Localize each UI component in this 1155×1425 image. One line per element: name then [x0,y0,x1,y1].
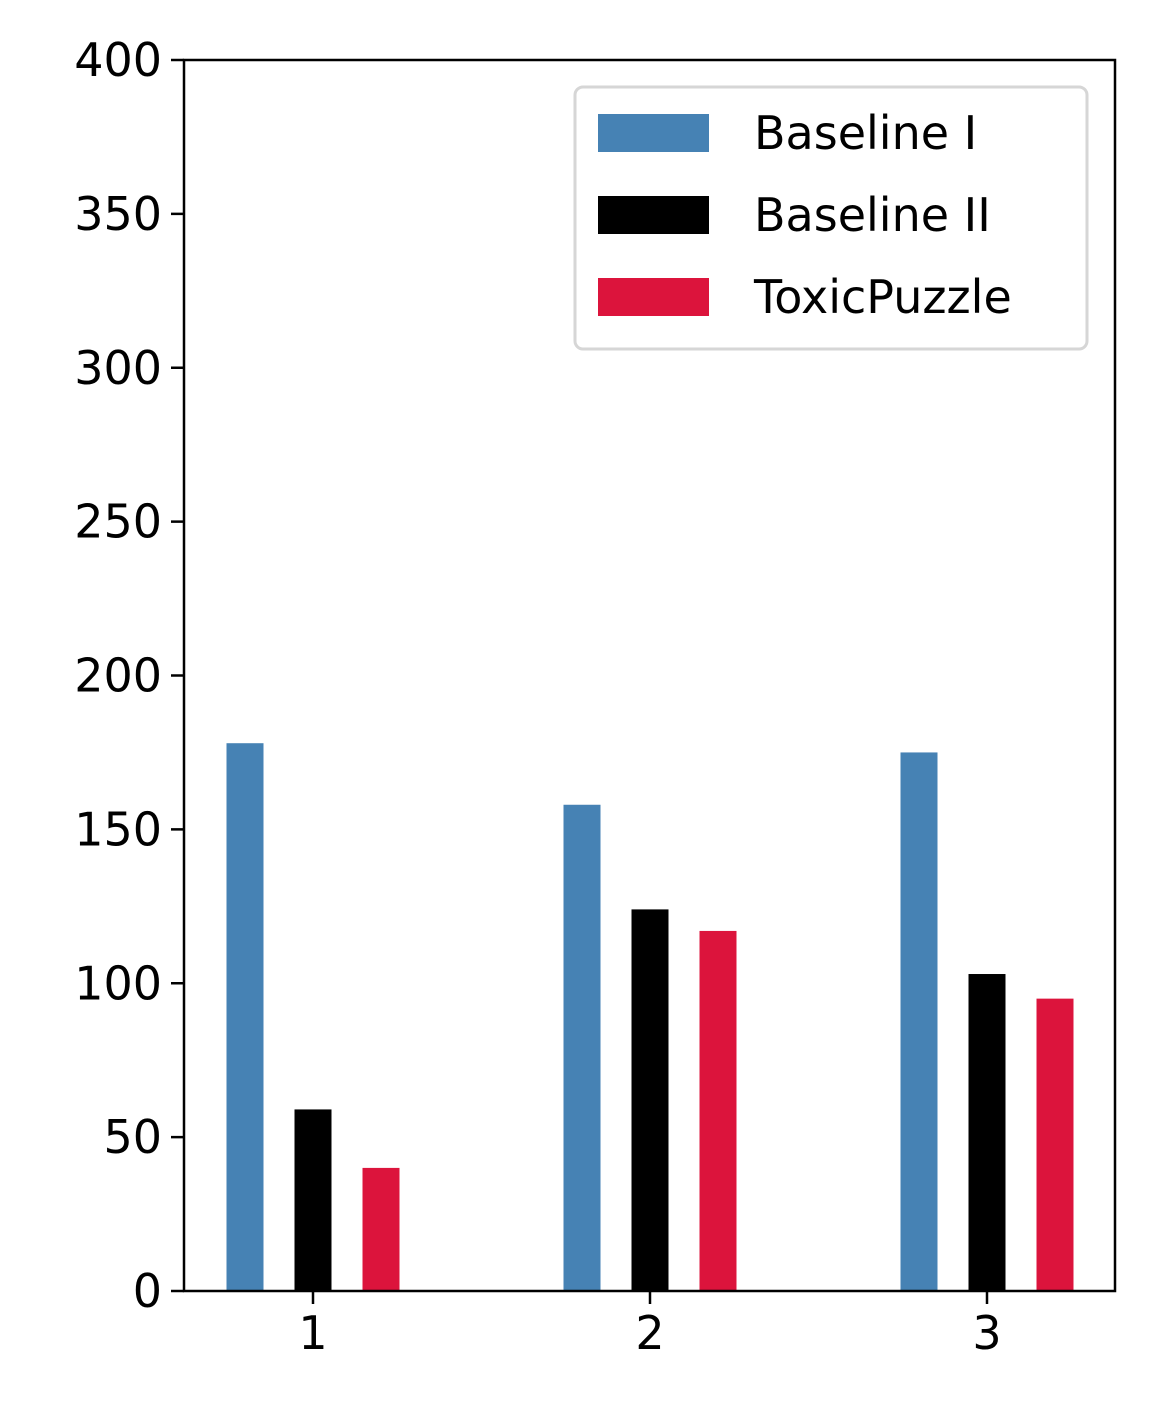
y-tick-label-50: 50 [103,1110,162,1164]
y-tick-label-150: 150 [74,802,162,856]
y-tick-label-200: 200 [74,649,162,703]
y-tick-label-400: 400 [74,33,162,87]
bar-baseline-ii-2 [631,909,669,1291]
bar-toxicpuzzle-3 [1036,998,1074,1291]
bar-toxicpuzzle-1 [362,1167,400,1291]
legend-label-toxicpuzzle: ToxicPuzzle [753,270,1012,324]
y-tick-label-100: 100 [74,956,162,1010]
bars-group [226,743,1074,1291]
bar-toxicpuzzle-2 [699,930,737,1291]
legend-label-baseline-ii: Baseline II [754,188,991,242]
x-tick-label-2: 2 [635,1306,664,1360]
y-tick-label-300: 300 [74,341,162,395]
legend: Baseline I Baseline II ToxicPuzzle [573,85,1089,351]
y-tick-label-0: 0 [133,1264,162,1318]
x-tick-label-3: 3 [972,1306,1001,1360]
bar-baseline-i-3 [900,752,938,1291]
legend-label-baseline-i: Baseline I [754,106,977,160]
x-tick-label-1: 1 [298,1306,327,1360]
bar-baseline-ii-3 [968,974,1006,1291]
axes-group: 0 50 100 150 200 250 300 350 400 1 2 3 [74,33,1117,1360]
legend-swatch-baseline-ii [598,196,709,234]
y-tick-label-250: 250 [74,495,162,549]
bar-baseline-ii-1 [294,1109,332,1291]
legend-swatch-toxicpuzzle [598,278,709,316]
y-tick-label-350: 350 [74,187,162,241]
bar-baseline-i-2 [563,804,601,1291]
legend-swatch-baseline-i [598,114,709,152]
bar-baseline-i-1 [226,743,264,1291]
